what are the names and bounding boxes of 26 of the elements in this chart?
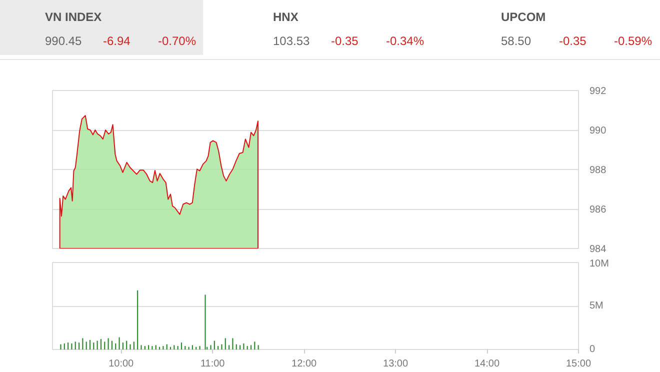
y-tick-label: 5M bbox=[590, 300, 604, 312]
text: VN INDEX bbox=[45, 9, 102, 26]
text: -6.94 bbox=[103, 33, 130, 50]
y-tick-label: 988 bbox=[590, 165, 607, 176]
text: -0.35 bbox=[559, 33, 586, 50]
y-tick-label: 986 bbox=[590, 204, 607, 216]
text: -0.59% bbox=[614, 33, 652, 50]
x-tick-label: 14:00 bbox=[474, 358, 500, 370]
text: 103.53 bbox=[273, 33, 310, 50]
x-tick-label: 10:00 bbox=[108, 358, 134, 370]
text: -0.34% bbox=[386, 33, 424, 50]
y-tick-label: 990 bbox=[590, 126, 607, 136]
text: 58.50 bbox=[501, 33, 532, 50]
text: 990.45 bbox=[45, 33, 82, 50]
x-tick-label: 15:00 bbox=[566, 358, 592, 370]
y-tick-label: 10M bbox=[590, 258, 609, 270]
text: HNX bbox=[273, 9, 298, 26]
text: -0.70% bbox=[158, 33, 196, 50]
x-tick-label: 12:00 bbox=[292, 358, 318, 370]
y-tick-label: 992 bbox=[590, 86, 607, 97]
y-tick-label: 0 bbox=[590, 344, 596, 355]
x-tick-label: 13:00 bbox=[383, 358, 408, 370]
x-tick-label: 11:00 bbox=[200, 358, 226, 370]
text: -0.35 bbox=[331, 33, 358, 50]
y-tick-label: 984 bbox=[590, 244, 607, 255]
text: UPCOM bbox=[501, 9, 546, 26]
